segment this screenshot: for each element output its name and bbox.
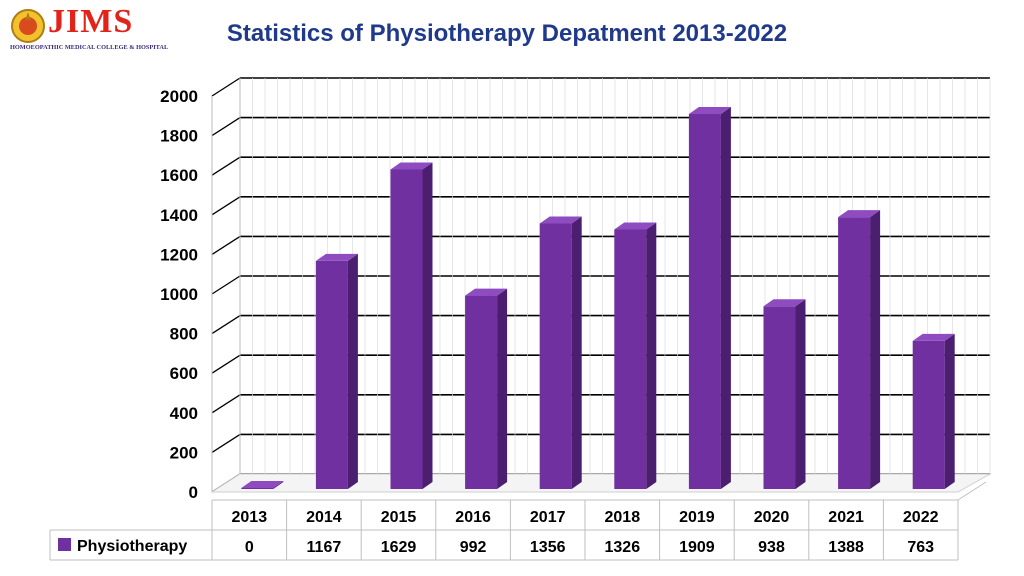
bar-top: [912, 333, 955, 341]
bar: [465, 288, 508, 489]
x-tick-label: 2016: [455, 509, 491, 526]
bar: [241, 481, 284, 489]
legend-swatch: [58, 538, 71, 551]
table-line: [957, 481, 987, 501]
x-tick-label: 2013: [232, 509, 268, 526]
y-tick-label: 800: [170, 325, 198, 344]
legend-label: Physiotherapy: [77, 538, 187, 555]
bar-front: [912, 340, 945, 489]
bar-front: [838, 217, 871, 489]
x-tick-label: 2014: [306, 509, 342, 526]
y-tick-label: 1800: [160, 127, 198, 146]
y-tick-label: 200: [170, 443, 198, 462]
crest-icon: [11, 9, 45, 43]
bar-front: [241, 488, 274, 489]
y-tick-label: 1600: [160, 166, 198, 185]
gridline-depth: [211, 117, 241, 137]
chart-title: Statistics of Physiotherapy Depatment 20…: [226, 20, 788, 47]
x-tick-label: 2019: [679, 509, 715, 526]
bar-front: [614, 229, 647, 489]
data-label: 1629: [381, 539, 417, 556]
data-label: 938: [758, 539, 785, 556]
gridline-depth: [211, 196, 241, 216]
bar-top: [614, 222, 657, 230]
data-label: 1909: [679, 539, 715, 556]
gridline-depth: [211, 433, 241, 453]
data-label: 763: [907, 539, 934, 556]
logo-subtitle: HOMOEOPATHIC MEDICAL COLLEGE & HOSPITAL: [10, 44, 169, 51]
gridline-depth: [211, 235, 241, 255]
gridline-depth: [211, 354, 241, 374]
x-tick-label: 2017: [530, 509, 566, 526]
bar-front: [390, 169, 423, 489]
x-tick-label: 2020: [754, 509, 790, 526]
bar-side: [646, 222, 657, 489]
data-label: 992: [460, 539, 487, 556]
data-label: 0: [245, 539, 254, 556]
y-tick-label: 1200: [160, 245, 198, 264]
bar-front: [315, 260, 348, 489]
bar-side: [273, 481, 284, 489]
x-tick-label: 2018: [605, 509, 641, 526]
y-tick-label: 1000: [160, 285, 198, 304]
gridline-depth: [211, 315, 241, 335]
bar-front: [539, 223, 572, 489]
gridline-depth: [211, 394, 241, 414]
bar: [763, 299, 806, 489]
data-label: 1356: [530, 539, 566, 556]
gridline-depth: [211, 156, 241, 176]
gridline-depth: [211, 77, 241, 97]
bar-top: [241, 481, 284, 488]
bar-top: [465, 288, 508, 296]
bar-side: [795, 299, 806, 489]
bar-side: [422, 162, 433, 489]
bar: [912, 333, 955, 489]
bar-side: [944, 333, 955, 489]
bar: [539, 216, 582, 489]
bar-top: [315, 253, 358, 261]
logo-text: JIMS: [48, 3, 134, 40]
y-tick-label: 400: [170, 404, 198, 423]
x-tick-label: 2021: [828, 509, 864, 526]
bar-side: [720, 107, 731, 489]
bar-side: [870, 210, 881, 489]
y-tick-label: 0: [189, 483, 198, 502]
bar-side: [571, 216, 582, 489]
bar-side: [497, 288, 508, 489]
x-tick-label: 2022: [903, 509, 939, 526]
bar-front: [763, 306, 796, 489]
y-tick-label: 2000: [160, 87, 198, 106]
bar: [838, 210, 881, 489]
data-label: 1388: [828, 539, 864, 556]
bar-top: [390, 162, 433, 170]
bar-side: [347, 253, 358, 489]
bar-front: [465, 295, 498, 489]
gridline-depth: [211, 275, 241, 295]
bar-front: [688, 114, 721, 489]
bar-top: [838, 210, 881, 218]
data-label: 1167: [307, 539, 342, 556]
bar: [315, 253, 358, 489]
jims-logo: JIMS HOMOEOPATHIC MEDICAL COLLEGE & HOSP…: [8, 3, 169, 52]
data-label: 1326: [605, 539, 641, 556]
bar-top: [763, 299, 806, 307]
bar: [390, 162, 433, 489]
bar: [688, 107, 731, 489]
bar-top: [539, 216, 582, 224]
y-tick-label: 1400: [160, 206, 198, 225]
x-tick-label: 2015: [381, 509, 417, 526]
bar-top: [688, 107, 731, 115]
y-tick-label: 600: [170, 364, 198, 383]
bar: [614, 222, 657, 489]
